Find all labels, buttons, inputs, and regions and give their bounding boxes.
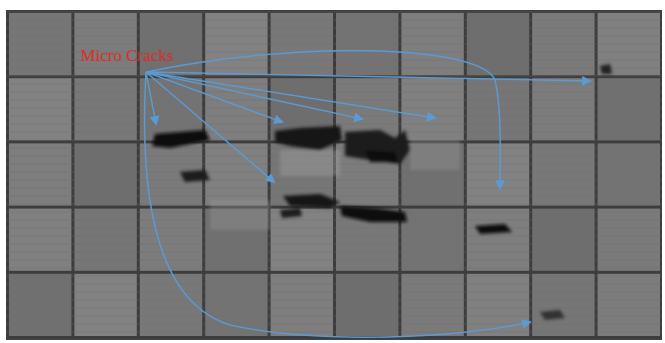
arrow-to-top-right: [145, 71, 592, 86]
arrow-down-left: [145, 71, 160, 126]
arrow-to-cell-3: [145, 71, 284, 124]
highlight-patches: [210, 140, 460, 230]
arrow-curved-right: [145, 49, 505, 190]
micro-cracks-label: Micro Cracks: [80, 46, 174, 65]
arrow-curved-bottom: [143, 71, 532, 338]
arrow-to-lower-crack: [145, 71, 276, 184]
crack-dark-regions: [152, 64, 612, 320]
arrow-to-cell-4: [145, 71, 364, 123]
crack-arrows: [143, 49, 592, 338]
arrow-to-cell-5: [145, 71, 437, 122]
